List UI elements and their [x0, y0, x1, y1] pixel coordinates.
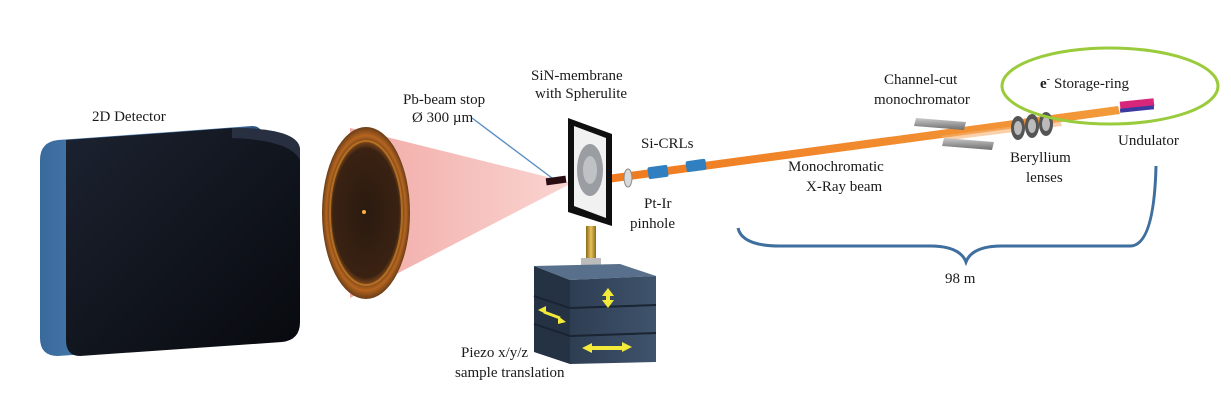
storage-ring	[1000, 46, 1220, 126]
label-beryllium-2: lenses	[1026, 170, 1063, 186]
label-undulator: Undulator	[1118, 133, 1179, 149]
z-arrow-icon	[602, 288, 614, 308]
label-piezo-2: sample translation	[455, 365, 565, 381]
label-piezo-1: Piezo x/y/z	[461, 345, 528, 361]
beryllium-lenses	[1011, 112, 1053, 140]
detector	[40, 126, 300, 356]
label-beam-1: Monochromatic	[788, 159, 884, 175]
beam-stop	[471, 117, 567, 186]
label-beam-stop-2: Ø 300 µm	[412, 110, 473, 126]
label-beryllium-1: Beryllium	[1010, 150, 1071, 166]
label-mono-1: Channel-cut	[884, 72, 958, 88]
label-storage-ring: e- Storage-ring	[1040, 74, 1129, 92]
label-detector: 2D Detector	[92, 109, 166, 125]
pinhole	[623, 168, 633, 188]
distance-brace	[736, 165, 1158, 267]
piezo-stage	[533, 264, 657, 364]
x-arrow-icon	[582, 342, 632, 353]
label-membrane-2: with Spherulite	[535, 86, 627, 102]
label-beam-stop-1: Pb-beam stop	[403, 92, 485, 108]
y-arrow-icon	[538, 306, 566, 324]
label-mono-2: monochromator	[874, 92, 970, 108]
si-crls	[647, 158, 707, 180]
label-distance: 98 m	[945, 271, 976, 287]
scattering-cone	[322, 127, 572, 299]
monochromator	[914, 118, 994, 150]
label-pinhole-2: pinhole	[630, 216, 675, 232]
label-pinhole-1: Pt-Ir	[644, 196, 672, 212]
scattering-pattern	[322, 127, 410, 299]
undulator	[1119, 98, 1155, 113]
label-crls: Si-CRLs	[641, 136, 694, 152]
label-beam-2: X-Ray beam	[806, 179, 883, 195]
sample-post	[586, 226, 596, 262]
sample-frame	[568, 118, 612, 226]
label-membrane-1: SiN-membrane	[531, 68, 623, 84]
